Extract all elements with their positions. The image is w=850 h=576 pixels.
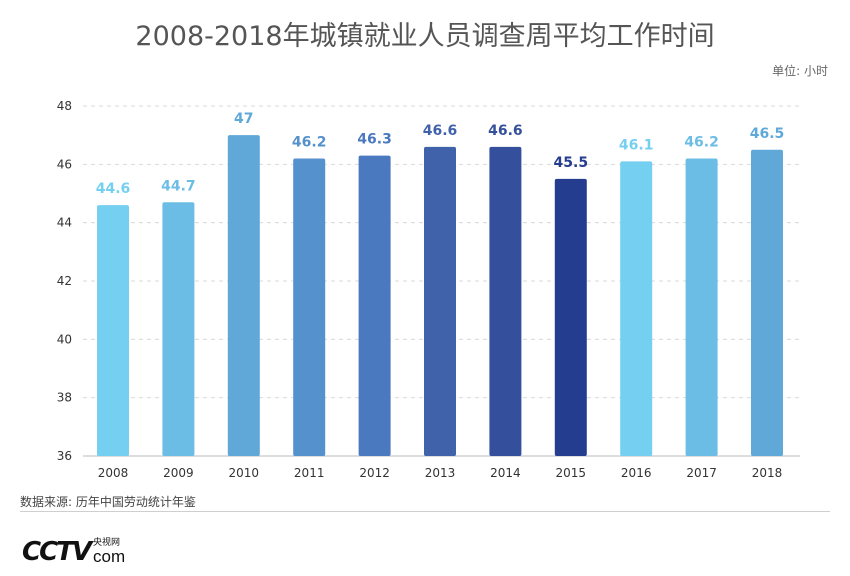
- value-label-2017: 46.2: [684, 135, 719, 151]
- y-tick-label: 48: [57, 99, 72, 113]
- cctv-logo: CCTV 央视网 com: [22, 530, 125, 566]
- value-label-2009: 44.7: [161, 178, 196, 194]
- x-tick-label-2009: 2009: [163, 466, 194, 480]
- logo-cn-text: 央视网: [93, 538, 121, 548]
- x-tick-label-2016: 2016: [621, 466, 652, 480]
- x-axis: 2008 2009 2010 2011 2012 2013 2014 2015 2016 2017…: [98, 466, 783, 480]
- divider: [20, 511, 830, 512]
- bar-2013: [424, 146, 456, 457]
- y-tick-label: 46: [57, 157, 72, 171]
- value-label-2011: 46.2: [292, 135, 327, 151]
- bar-2018: [751, 149, 783, 456]
- logo-cctv-text: CCTV: [22, 537, 92, 567]
- y-axis: 36 38 40 42 44 46 48: [57, 99, 800, 463]
- value-label-2018: 46.5: [750, 126, 785, 142]
- y-tick-label: 42: [57, 274, 72, 288]
- bar-2014: [489, 146, 522, 457]
- x-tick-label-2011: 2011: [294, 466, 325, 480]
- bar-2012: [358, 155, 391, 457]
- y-tick-label: 36: [57, 449, 72, 463]
- value-label-2013: 46.6: [423, 123, 458, 139]
- bar-2011: [293, 158, 326, 456]
- value-label-2008: 44.6: [96, 181, 131, 197]
- x-tick-label-2017: 2017: [686, 466, 717, 480]
- y-tick-label: 40: [57, 332, 72, 346]
- y-tick-label: 44: [57, 216, 72, 230]
- value-label-2010: 47: [234, 111, 253, 127]
- chart-title: 2008-2018年城镇就业人员调查周平均工作时间: [135, 21, 715, 52]
- data-source: 数据来源: 历年中国劳动统计年鉴: [20, 495, 196, 509]
- logo-sub: 央视网 com: [93, 538, 125, 566]
- x-tick-label-2012: 2012: [359, 466, 390, 480]
- unit-label: 单位: 小时: [772, 64, 828, 78]
- bar-2015: [554, 178, 587, 456]
- value-label-2015: 45.5: [554, 155, 589, 171]
- value-labels: 44.6 44.7 47 46.2 46.3 46.6 46.6 45.5 46.1 46.2 46…: [96, 111, 785, 197]
- x-tick-label-2010: 2010: [229, 466, 260, 480]
- value-label-2012: 46.3: [357, 132, 392, 148]
- value-label-2016: 46.1: [619, 137, 654, 153]
- x-tick-label-2008: 2008: [98, 466, 129, 480]
- bar-chart: 36 38 40 42 44 46 48 44.6 44.7 47 46.2 46.3 46.6 46.…: [57, 99, 800, 480]
- bar-2016: [620, 161, 653, 456]
- x-tick-label-2013: 2013: [425, 466, 456, 480]
- logo-com-text: com: [93, 547, 126, 566]
- value-label-2014: 46.6: [488, 123, 523, 139]
- bar-2010: [227, 135, 260, 456]
- bar-2017: [685, 158, 718, 456]
- x-tick-label-2015: 2015: [556, 466, 587, 480]
- bars: [97, 135, 783, 457]
- bar-2009: [162, 202, 195, 456]
- y-tick-label: 38: [57, 391, 72, 405]
- bar-2008: [97, 205, 129, 456]
- x-tick-label-2014: 2014: [490, 466, 521, 480]
- x-tick-label-2018: 2018: [752, 466, 783, 480]
